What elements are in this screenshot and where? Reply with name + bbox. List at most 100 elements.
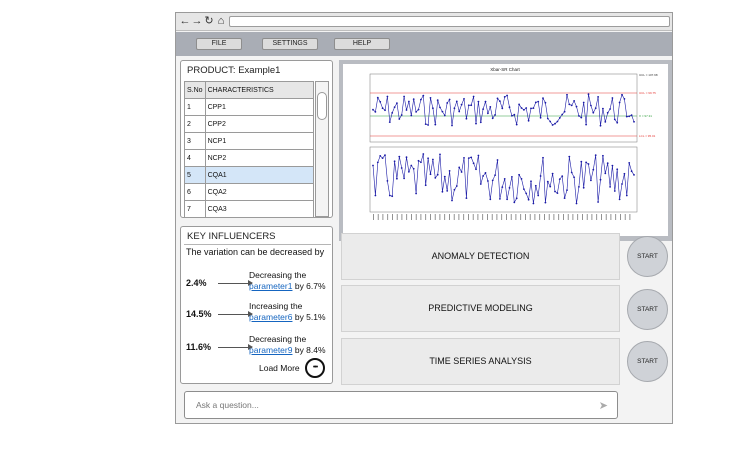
- table-row[interactable]: 6 CQA2: [184, 183, 315, 201]
- influencer-parameter-link[interactable]: parameter6: [249, 312, 293, 322]
- series-point: [599, 178, 602, 181]
- file-menu-button[interactable]: FILE: [196, 38, 242, 50]
- series-point: [575, 202, 578, 205]
- table-row[interactable]: 7 CQA3: [184, 200, 315, 218]
- x-tick-mark: [520, 214, 522, 220]
- series-point: [410, 114, 413, 117]
- series-point: [491, 117, 494, 120]
- x-tick-mark: [629, 214, 631, 220]
- x-tick-mark: [534, 214, 536, 220]
- x-tick-mark: [406, 214, 408, 220]
- series-point: [551, 124, 554, 126]
- series-point: [463, 157, 465, 159]
- series-point: [542, 97, 544, 100]
- x-tick-mark: [453, 214, 455, 220]
- start-predictive-modeling-button[interactable]: START: [627, 289, 668, 330]
- x-tick-mark: [439, 214, 441, 220]
- address-bar[interactable]: [229, 16, 670, 27]
- series-point: [420, 161, 422, 164]
- table-row-selected[interactable]: 5 CQA1: [184, 166, 315, 184]
- table-row[interactable]: 1 CPP1: [184, 98, 315, 116]
- series-line: [372, 94, 635, 126]
- table-row[interactable]: 4 NCP2: [184, 149, 315, 167]
- x-tick-mark: [577, 214, 579, 220]
- menu-bar: FILE SETTINGS HELP: [176, 32, 672, 56]
- series-point: [424, 123, 427, 125]
- series-point: [451, 124, 453, 127]
- x-tick-mark: [529, 214, 531, 220]
- product-title: PRODUCT: Example1: [187, 65, 281, 76]
- start-time-series-analysis-button[interactable]: START: [627, 341, 668, 382]
- series-point: [561, 175, 564, 178]
- series-point: [465, 117, 468, 120]
- control-chart: Xbar-SR Chart UCL = 99.75 X = 97.31 LCL …: [343, 64, 668, 236]
- series-point: [625, 115, 628, 118]
- series-point: [542, 156, 544, 159]
- series-point: [434, 123, 437, 126]
- series-point: [422, 153, 425, 155]
- row-sno: 7: [184, 200, 206, 218]
- forward-icon[interactable]: →: [191, 15, 203, 27]
- series-point: [398, 155, 401, 158]
- settings-menu-button[interactable]: SETTINGS: [262, 38, 318, 50]
- series-point: [573, 100, 575, 102]
- series-point: [580, 160, 583, 163]
- x-tick-mark: [449, 214, 450, 220]
- row-characteristic: CPP1: [204, 98, 315, 116]
- series-point: [544, 201, 547, 204]
- series-point: [453, 188, 456, 191]
- series-point: [491, 179, 494, 182]
- series-point: [625, 194, 628, 197]
- series-point: [523, 109, 525, 111]
- series-point: [448, 98, 451, 101]
- series-point: [403, 95, 405, 98]
- series-point: [489, 106, 492, 108]
- table-scrollbar[interactable]: [315, 81, 329, 217]
- chart-title: Xbar-SR Chart: [490, 67, 520, 72]
- table-row[interactable]: 2 CPP2: [184, 115, 315, 133]
- series-point: [551, 172, 554, 175]
- series-point: [460, 103, 463, 106]
- series-point: [563, 197, 566, 200]
- x-tick-mark: [430, 214, 431, 220]
- series-point: [381, 157, 384, 159]
- key-influencers-title: KEY INFLUENCERS: [187, 231, 276, 242]
- series-point: [563, 110, 566, 113]
- browser-toolbar: ← → ↻ ⌂: [176, 13, 672, 31]
- start-anomaly-detection-button[interactable]: START: [627, 236, 668, 277]
- series-point: [393, 160, 396, 163]
- more-icon[interactable]: •••: [305, 358, 325, 378]
- table-row[interactable]: 3 NCP1: [184, 132, 315, 150]
- x-tick-mark: [553, 214, 555, 220]
- x-tick-mark: [458, 214, 460, 220]
- scrollbar-thumb[interactable]: [317, 92, 327, 120]
- back-icon[interactable]: ←: [179, 15, 191, 27]
- reload-icon[interactable]: ↻: [204, 15, 214, 27]
- product-panel: PRODUCT: Example1 S.No CHARACTERISTICS 1…: [180, 60, 333, 218]
- question-input[interactable]: Ask a question... ➤: [184, 391, 618, 419]
- series-point: [606, 162, 609, 165]
- series-point: [443, 175, 446, 178]
- series-point: [539, 175, 542, 177]
- x-tick-mark: [496, 214, 498, 220]
- help-menu-button[interactable]: HELP: [334, 38, 390, 50]
- influencer-parameter-link[interactable]: parameter1: [249, 281, 293, 291]
- app-window: ← → ↻ ⌂ FILE SETTINGS HELP PRODUCT: Exam…: [175, 12, 673, 424]
- divider: [184, 244, 331, 245]
- series-point: [379, 155, 382, 157]
- series-point: [482, 175, 484, 177]
- series-point: [412, 167, 415, 170]
- right-top-label: UCL = 107.98: [639, 73, 658, 77]
- x-tick-mark: [425, 214, 427, 220]
- series-point: [590, 104, 592, 107]
- row-characteristic: NCP1: [204, 132, 315, 150]
- series-point: [623, 98, 626, 100]
- influencer-parameter-link[interactable]: parameter9: [249, 345, 293, 355]
- home-icon[interactable]: ⌂: [217, 15, 225, 27]
- series-point: [556, 120, 559, 123]
- load-more-link[interactable]: Load More: [259, 363, 300, 373]
- x-tick-mark: [596, 214, 598, 220]
- series-point: [561, 113, 564, 116]
- table-header-row: S.No CHARACTERISTICS: [184, 81, 315, 99]
- send-icon[interactable]: ➤: [598, 400, 608, 412]
